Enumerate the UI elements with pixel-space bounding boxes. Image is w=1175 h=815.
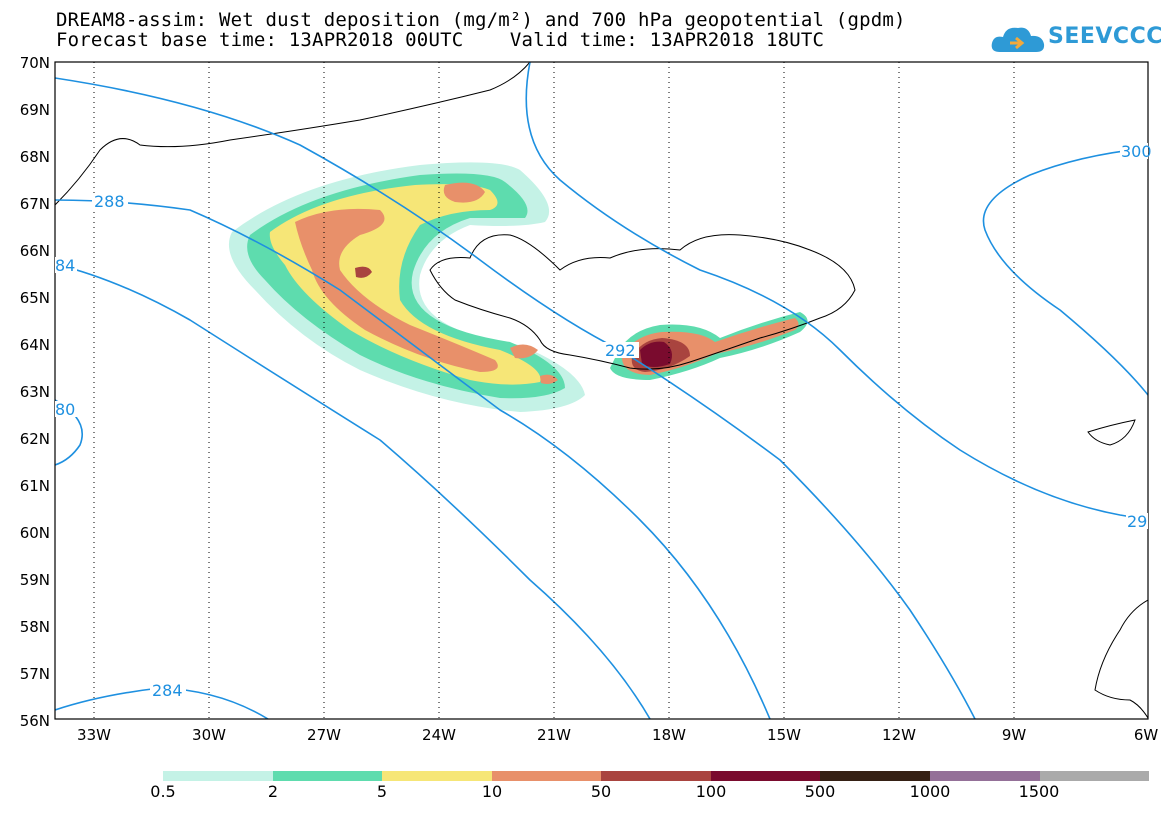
lon-label: 24W (422, 726, 456, 744)
title-line-2: Forecast base time: 13APR2018 00UTC Vali… (56, 29, 825, 51)
dust-layer-10 (295, 208, 498, 372)
lon-label: 6W (1134, 726, 1159, 744)
dust-west-patch (510, 344, 538, 359)
legend-label: 0.5 (150, 782, 176, 801)
lat-label: 57N (20, 665, 50, 683)
geopotential-contours (55, 62, 1148, 719)
legend-label: 500 (804, 782, 836, 801)
lat-label: 65N (20, 289, 50, 307)
lat-label: 64N (20, 336, 50, 354)
scotland-coast (1094, 599, 1148, 719)
contour-label: 29 (1127, 512, 1147, 531)
contour-line-288 (55, 199, 771, 719)
contour-label: 292 (605, 341, 636, 360)
contour-label: 284 (152, 681, 183, 700)
lat-label: 58N (20, 618, 50, 636)
legend-swatch (820, 771, 930, 781)
logo-text: SEEVCCC (1048, 24, 1163, 49)
lat-label: 62N (20, 430, 50, 448)
title-line-1: DREAM8-assim: Wet dust deposition (mg/m²… (56, 9, 906, 31)
lon-label: 27W (307, 726, 341, 744)
dust-south-coast-100 (640, 341, 672, 367)
lon-label: 21W (537, 726, 571, 744)
legend-swatch (491, 771, 602, 781)
lat-label: 67N (20, 195, 50, 213)
legend-swatch (601, 771, 711, 781)
legend-swatch (272, 771, 383, 781)
faroe-coast (1087, 419, 1136, 446)
dust-deposition-field (228, 162, 808, 412)
latitude-labels: 70N 69N 68N 67N 66N 65N 64N 63N 62N 61N … (20, 54, 50, 730)
iceland-coast (429, 234, 856, 370)
dust-layer-50 (355, 266, 372, 278)
contour-label: 84 (55, 256, 75, 275)
lat-label: 56N (20, 712, 50, 730)
legend-label: 10 (481, 782, 503, 801)
legend-label: 1000 (909, 782, 951, 801)
contour-line-300 (982, 147, 1148, 396)
greenland-coast (55, 62, 531, 206)
cloud-icon (991, 27, 1045, 52)
lat-label: 59N (20, 571, 50, 589)
lat-label: 63N (20, 383, 50, 401)
dust-patch-north (443, 182, 485, 203)
legend-label: 2 (267, 782, 279, 801)
lon-label: 9W (1002, 726, 1027, 744)
contour-line-east (525, 62, 1148, 523)
legend-label: 5 (376, 782, 388, 801)
legend-label: 1500 (1018, 782, 1060, 801)
legend-colorbar (163, 771, 1150, 781)
legend-swatch (710, 771, 821, 781)
lat-label: 70N (20, 54, 50, 72)
contour-labels: 288 84 292 284 300 80 29 (55, 142, 1152, 700)
lon-label: 33W (77, 726, 111, 744)
contour-label: 300 (1121, 142, 1152, 161)
lat-label: 61N (20, 477, 50, 495)
legend-swatch (1039, 771, 1150, 781)
lon-label: 30W (192, 726, 226, 744)
lat-label: 69N (20, 101, 50, 119)
lon-label: 15W (767, 726, 801, 744)
lat-label: 68N (20, 148, 50, 166)
contour-line-284 (55, 263, 651, 719)
lon-label: 12W (882, 726, 916, 744)
coastlines (55, 62, 1148, 719)
lat-label: 66N (20, 242, 50, 260)
map-frame (54, 61, 1149, 720)
lon-label: 18W (652, 726, 686, 744)
legend-label: 100 (695, 782, 727, 801)
legend-swatch (382, 771, 492, 781)
seevccc-logo: SEEVCCC (990, 22, 1162, 56)
longitude-labels: 33W 30W 27W 24W 21W 18W 15W 12W 9W 6W (77, 726, 1158, 744)
legend-swatch (929, 771, 1040, 781)
lat-label: 60N (20, 524, 50, 542)
contour-label: 288 (94, 192, 125, 211)
legend-label: 50 (590, 782, 612, 801)
contour-label: 80 (55, 400, 75, 419)
legend-swatch (163, 771, 273, 781)
